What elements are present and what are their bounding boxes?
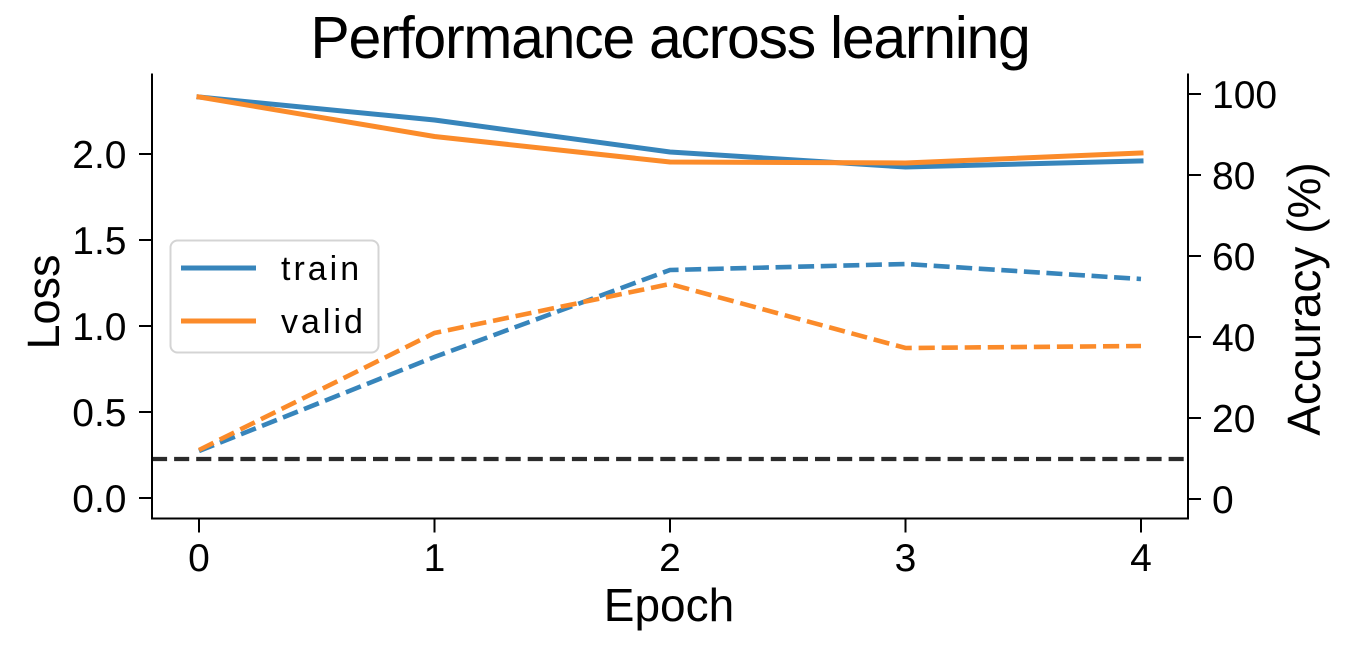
svg-text:60: 60 — [1212, 236, 1255, 279]
svg-text:3: 3 — [895, 537, 917, 580]
svg-text:2: 2 — [659, 537, 681, 580]
svg-text:train: train — [281, 250, 362, 288]
svg-text:Performance across learning: Performance across learning — [310, 5, 1029, 71]
svg-text:4: 4 — [1130, 537, 1152, 580]
svg-text:20: 20 — [1212, 398, 1255, 441]
svg-text:100: 100 — [1212, 74, 1277, 117]
svg-text:2.0: 2.0 — [72, 134, 126, 177]
svg-text:1.5: 1.5 — [72, 220, 126, 263]
svg-text:1: 1 — [424, 537, 446, 580]
svg-text:0: 0 — [188, 537, 210, 580]
svg-text:Epoch: Epoch — [604, 579, 734, 631]
svg-text:valid: valid — [281, 303, 366, 341]
svg-text:Accuracy (%): Accuracy (%) — [1278, 162, 1330, 435]
svg-text:0.0: 0.0 — [72, 478, 126, 521]
svg-text:40: 40 — [1212, 317, 1255, 360]
svg-text:0.5: 0.5 — [72, 392, 126, 435]
svg-text:80: 80 — [1212, 155, 1255, 198]
svg-text:0: 0 — [1212, 479, 1234, 522]
svg-text:Loss: Loss — [18, 254, 69, 349]
svg-text:1.0: 1.0 — [72, 306, 126, 349]
